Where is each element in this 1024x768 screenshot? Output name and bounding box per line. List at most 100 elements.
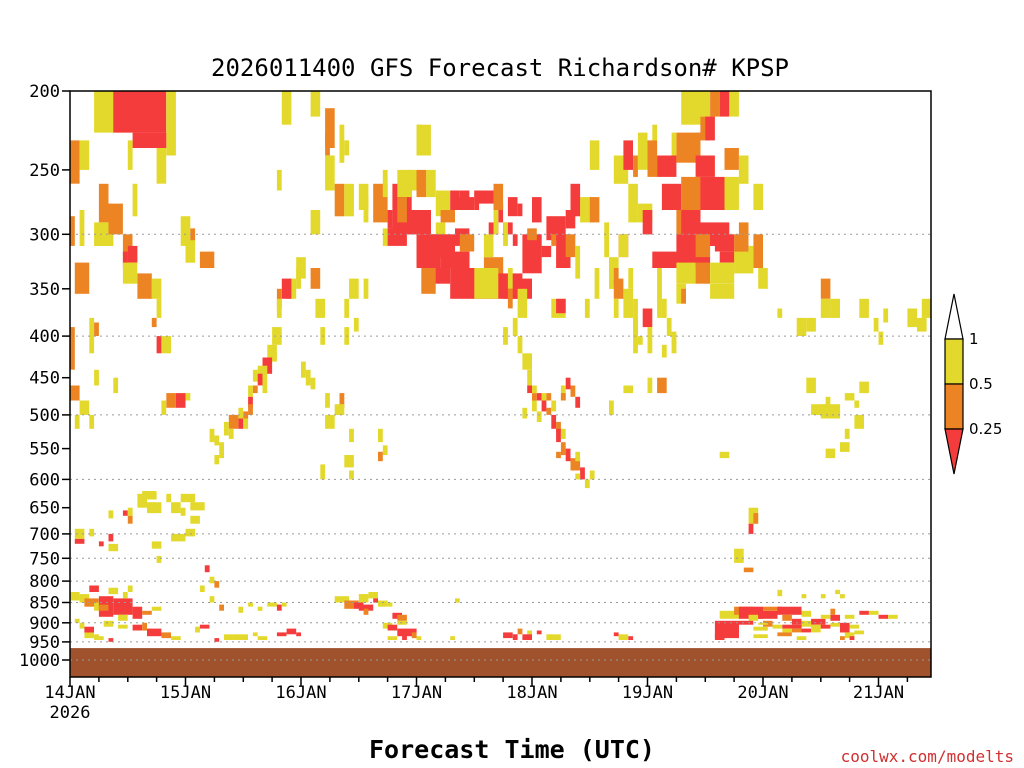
ri-cell: [840, 442, 850, 452]
ri-cell: [98, 604, 109, 611]
ri-cell: [286, 628, 297, 635]
ri-cell: [628, 268, 634, 289]
ri-cell: [199, 585, 205, 592]
ri-cell: [714, 620, 739, 639]
ri-cell: [844, 614, 855, 619]
ri-cell: [459, 234, 475, 252]
ri-cell: [753, 234, 763, 268]
ri-cell: [873, 317, 879, 332]
ri-cell: [868, 610, 879, 615]
ri-cell: [575, 245, 581, 279]
ri-cell: [334, 596, 350, 603]
ri-cell: [584, 479, 590, 489]
ri-cell: [262, 357, 273, 374]
ri-cell: [156, 555, 162, 563]
ri-cell: [79, 594, 90, 603]
ri-cell: [642, 308, 653, 328]
ri-cell: [782, 628, 792, 633]
ri-cell: [714, 634, 725, 640]
ri-cell: [854, 630, 864, 635]
ri-cell: [122, 592, 128, 599]
ri-cell: [700, 116, 710, 141]
ri-cell: [575, 396, 581, 408]
ri-cell: [195, 626, 200, 633]
ri-cell: [671, 331, 677, 345]
ri-cell: [94, 634, 99, 640]
ri-cell: [137, 493, 147, 508]
ri-cell: [79, 400, 90, 415]
ri-cell: [344, 600, 359, 609]
ri-cell: [777, 589, 783, 597]
ri-cell: [132, 183, 138, 217]
ri-cell: [700, 91, 710, 117]
ri-cell: [89, 528, 95, 537]
ri-cell: [652, 124, 658, 156]
ri-cell: [546, 634, 561, 640]
ri-cell: [397, 169, 412, 198]
ri-cell: [849, 636, 855, 640]
ri-cell: [209, 576, 215, 584]
ri-cell: [859, 381, 869, 394]
ri-cell: [248, 404, 253, 415]
ri-cell: [397, 197, 407, 223]
ri-cell: [406, 210, 431, 235]
ri-cell: [79, 622, 85, 629]
ri-cell: [560, 428, 566, 439]
ri-cell: [281, 278, 292, 299]
ri-cell: [565, 234, 576, 258]
ri-cell: [122, 262, 138, 284]
ri-cell: [70, 140, 80, 184]
ri-cell: [517, 628, 523, 635]
ri-cell: [623, 385, 633, 394]
ri-cell: [820, 614, 831, 619]
ri-cell: [820, 594, 826, 599]
x-tick-year: 2026: [50, 703, 91, 723]
ri-cell: [840, 622, 850, 633]
ri-cell: [127, 585, 133, 592]
ri-cell: [830, 298, 840, 318]
ri-cell: [325, 108, 335, 148]
ri-cell: [151, 541, 162, 549]
ri-cell: [349, 470, 354, 480]
y-tick-label: 850: [29, 594, 60, 614]
ri-cell: [661, 183, 682, 210]
ri-cell: [541, 393, 547, 401]
ri-cell: [483, 268, 489, 289]
ri-cell: [344, 455, 354, 468]
ri-cell: [411, 632, 417, 639]
ri-cell: [228, 428, 234, 439]
x-tick-label: 21JAN: [853, 683, 904, 703]
ri-cell: [74, 262, 90, 294]
ri-cell: [190, 228, 196, 246]
ri-cell: [565, 210, 576, 229]
ri-cell: [753, 183, 763, 210]
ri-cell: [801, 610, 812, 617]
ri-cell: [844, 428, 850, 439]
ri-cell: [397, 614, 407, 621]
ri-cell: [108, 510, 114, 519]
ri-cell: [276, 632, 287, 637]
ri-cell: [450, 636, 455, 640]
ri-cell: [556, 421, 561, 433]
ri-cell: [214, 638, 220, 642]
y-tick-label: 400: [29, 327, 60, 347]
ri-cell: [281, 91, 292, 125]
ri-cell: [551, 414, 557, 429]
ri-cell: [820, 298, 831, 318]
ri-cell: [147, 502, 162, 514]
ri-cell: [661, 344, 667, 358]
ri-cell: [132, 132, 167, 148]
ri-cell: [777, 632, 792, 637]
ri-cell: [791, 618, 802, 625]
x-tick-label: 16JAN: [275, 683, 326, 703]
ri-cell: [830, 614, 840, 621]
ri-cell: [551, 234, 557, 246]
ri-cell: [637, 336, 643, 345]
ri-cell: [74, 528, 85, 539]
ri-cell: [118, 624, 128, 629]
ri-cell: [137, 273, 152, 299]
ri-cell: [305, 369, 311, 386]
ri-cell: [248, 602, 253, 607]
ri-cell: [392, 612, 402, 619]
